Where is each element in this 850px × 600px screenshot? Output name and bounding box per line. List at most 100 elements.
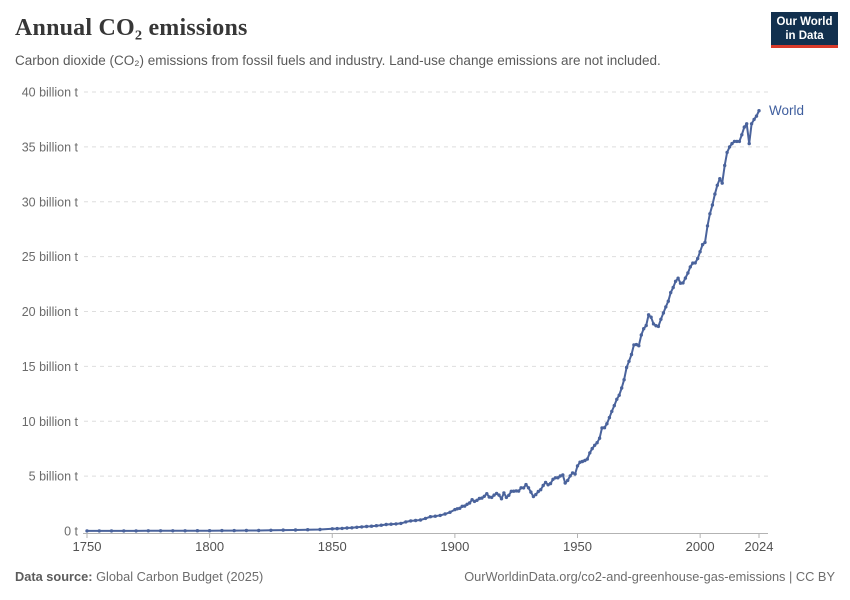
series-point bbox=[723, 163, 727, 168]
series-point bbox=[752, 117, 756, 122]
series-point bbox=[499, 497, 504, 501]
series-point bbox=[482, 494, 486, 498]
y-tick-label-15: 15 billion t bbox=[22, 360, 79, 374]
series-point bbox=[749, 122, 754, 126]
series-point bbox=[460, 504, 464, 508]
series-point bbox=[360, 525, 364, 529]
series-point bbox=[85, 529, 89, 533]
series-point bbox=[350, 526, 354, 530]
series-point bbox=[715, 183, 719, 187]
series-point bbox=[705, 224, 710, 228]
series-point bbox=[487, 495, 491, 499]
series-point bbox=[673, 279, 678, 283]
y-tick-label-40: 40 billion t bbox=[22, 86, 79, 100]
series-point bbox=[369, 524, 374, 528]
series-point bbox=[485, 492, 489, 496]
series-point bbox=[492, 493, 496, 497]
series-point bbox=[720, 181, 724, 185]
x-tick-label-1800: 1800 bbox=[195, 539, 224, 554]
series-point bbox=[561, 473, 565, 477]
x-tick-label-2000: 2000 bbox=[686, 539, 715, 554]
series-point bbox=[467, 501, 472, 505]
y-tick-label-35: 35 billion t bbox=[22, 140, 79, 154]
series-point bbox=[281, 528, 285, 532]
series-point bbox=[553, 476, 558, 480]
series-point bbox=[404, 520, 408, 524]
series-point bbox=[497, 493, 501, 497]
y-tick-label-20: 20 billion t bbox=[22, 305, 79, 319]
series-point bbox=[244, 528, 249, 533]
series-point bbox=[539, 488, 543, 492]
x-tick-label-1900: 1900 bbox=[440, 539, 469, 554]
series-point bbox=[727, 145, 732, 149]
series-point bbox=[740, 133, 744, 137]
series-point bbox=[134, 529, 138, 533]
series-point bbox=[563, 481, 567, 485]
series-point bbox=[423, 516, 428, 521]
series-point bbox=[526, 486, 531, 490]
series-point bbox=[364, 524, 369, 529]
series-point bbox=[688, 265, 692, 269]
series-point bbox=[642, 327, 646, 331]
series-point bbox=[703, 240, 707, 245]
series-point bbox=[612, 403, 616, 408]
series-point bbox=[465, 502, 469, 506]
series-point bbox=[597, 436, 602, 440]
series-point bbox=[477, 496, 482, 501]
series-point bbox=[693, 261, 697, 265]
series-point bbox=[433, 514, 437, 518]
series-point bbox=[519, 486, 523, 490]
series-point bbox=[686, 271, 690, 275]
x-tick-label-1950: 1950 bbox=[563, 539, 592, 554]
series-point bbox=[502, 491, 506, 495]
data-source-value[interactable]: Global Carbon Budget (2025) bbox=[96, 569, 264, 584]
series-point bbox=[676, 276, 680, 280]
series-point bbox=[718, 177, 722, 181]
series-point bbox=[379, 523, 383, 527]
license-note[interactable]: OurWorldinData.org/co2-and-greenhouse-ga… bbox=[464, 569, 835, 584]
series-point bbox=[463, 504, 467, 508]
series-point bbox=[696, 256, 700, 261]
chart-subtitle: Carbon dioxide (CO₂) emissions from foss… bbox=[15, 53, 661, 68]
y-tick-label-30: 30 billion t bbox=[22, 195, 79, 209]
series-point bbox=[507, 493, 511, 497]
series-point bbox=[568, 474, 572, 478]
series-point bbox=[232, 528, 236, 533]
series-point bbox=[593, 443, 597, 447]
series-point bbox=[438, 513, 442, 518]
series-point bbox=[620, 386, 624, 390]
series-point bbox=[615, 397, 619, 401]
series-point bbox=[480, 496, 484, 500]
series-point bbox=[516, 489, 521, 493]
series-point bbox=[389, 522, 393, 526]
series-line-world[interactable] bbox=[86, 109, 760, 532]
y-tick-label-25: 25 billion t bbox=[22, 250, 79, 264]
series-point bbox=[534, 492, 538, 497]
series-point bbox=[602, 426, 607, 430]
series-point bbox=[269, 528, 273, 532]
series-point bbox=[732, 139, 737, 144]
series-point bbox=[394, 522, 398, 526]
series-point bbox=[399, 521, 403, 526]
series-point bbox=[257, 528, 261, 533]
series-point bbox=[345, 526, 349, 530]
series-point bbox=[649, 315, 653, 319]
x-tick-label-1750: 1750 bbox=[73, 539, 102, 554]
series-point bbox=[521, 486, 526, 490]
series-point bbox=[443, 512, 447, 516]
series-point bbox=[735, 139, 739, 144]
series-point bbox=[610, 409, 614, 414]
series-point bbox=[637, 344, 641, 348]
owid-logo[interactable]: Our World in Data bbox=[771, 12, 838, 48]
series-point bbox=[470, 498, 474, 502]
series-point bbox=[590, 446, 594, 451]
series-point bbox=[158, 529, 163, 533]
series-point bbox=[146, 529, 150, 533]
series-point bbox=[418, 518, 423, 522]
series-point bbox=[509, 489, 513, 493]
series-point bbox=[757, 109, 761, 113]
series-point bbox=[669, 290, 673, 295]
y-tick-label-0: 0 t bbox=[64, 525, 78, 539]
series-point bbox=[607, 415, 612, 420]
